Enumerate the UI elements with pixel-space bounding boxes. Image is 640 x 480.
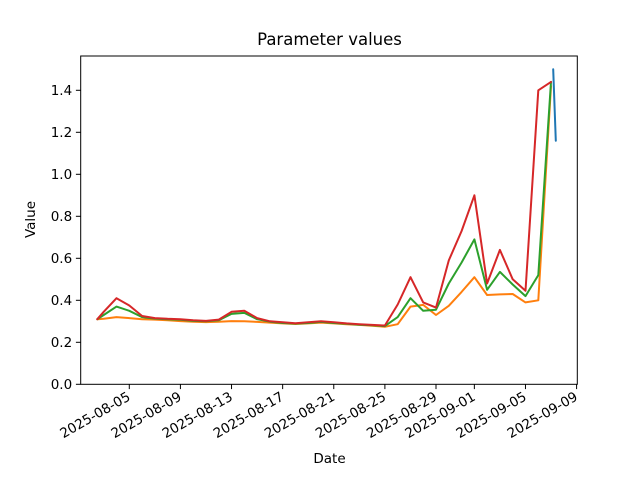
y-tick-label: 0.2 (51, 335, 72, 351)
x-axis-label: Date (313, 451, 346, 467)
y-axis-label: Value (23, 200, 39, 239)
y-tick-label: 0.6 (51, 251, 72, 267)
y-tick-label: 1.0 (51, 167, 72, 183)
y-tick-label: 1.2 (51, 125, 72, 141)
series-orange-line (96, 85, 552, 328)
series-red-line (96, 80, 552, 327)
plot-frame (80, 55, 578, 385)
chart-title: Parameter values (257, 30, 402, 49)
y-tick-label: 0.0 (51, 377, 72, 393)
series-blue-line (552, 68, 557, 142)
y-tick-label: 0.8 (51, 209, 72, 225)
y-tick-label: 1.4 (51, 83, 72, 99)
y-tick-label: 0.4 (51, 293, 72, 309)
